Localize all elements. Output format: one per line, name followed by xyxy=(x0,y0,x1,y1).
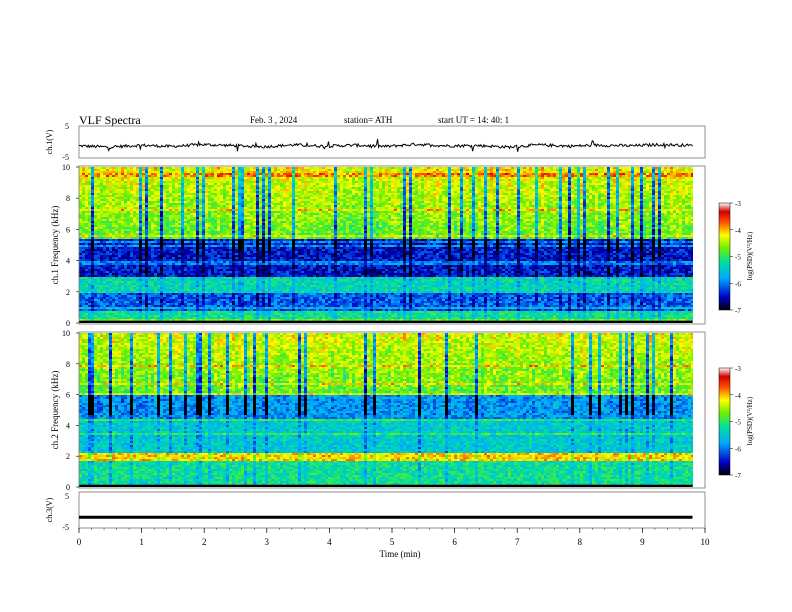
ch1-spectrogram-ylabel: ch.1 Frequency (kHz) xyxy=(50,206,60,285)
ch2-colorbar-ticks: -3 -4 -5 -6 -7 xyxy=(730,365,741,480)
station-label: station= ATH xyxy=(344,115,393,125)
ch3-waveform-ylabel: ch.3(V) xyxy=(45,497,54,522)
ch1-waveform-panel: 5 -5 ch.1(V) xyxy=(45,122,706,162)
ch1-waveform-ylabel: ch.1(V) xyxy=(45,129,54,154)
ch3-ytick-top: 5 xyxy=(65,492,69,501)
colorbar-tick-label: -4 xyxy=(735,392,741,400)
ch1-ytick-bottom: -5 xyxy=(62,153,69,162)
ch1-spectrogram-panel: 0 2 4 6 8 10 ch.1 Frequency (kHz) xyxy=(50,163,706,328)
time-tick-label: 2 xyxy=(202,537,207,547)
colorbar-tick-label: -5 xyxy=(735,254,741,262)
freq-tick-label: 4 xyxy=(66,257,70,266)
time-tick-label: 8 xyxy=(578,537,583,547)
colorbar-tick-label: -7 xyxy=(735,307,741,315)
freq-tick-label: 10 xyxy=(62,329,70,338)
ch2-spectrogram-heatmap xyxy=(79,333,693,487)
time-tick-label: 9 xyxy=(640,537,645,547)
time-tick-label: 7 xyxy=(515,537,520,547)
waveform-line xyxy=(78,138,693,152)
date-label: Feb. 3 , 2024 xyxy=(250,115,298,125)
time-tick-label: 3 xyxy=(265,537,270,547)
time-tick-label: 0 xyxy=(77,537,82,547)
low-frequency-band xyxy=(79,484,693,487)
freq-tick-label: 6 xyxy=(66,225,70,234)
freq-tick-label: 8 xyxy=(66,194,70,203)
time-tick-label: 4 xyxy=(327,537,332,547)
colorbar-tick-label: -6 xyxy=(735,280,741,288)
time-tick-label: 5 xyxy=(390,537,395,547)
ch1-colorbar-ticks: -3 -4 -5 -6 -7 xyxy=(730,200,741,315)
ch1-waveform-series xyxy=(78,138,693,152)
ch3-ytick-bottom: -5 xyxy=(62,523,69,532)
time-axis: 0 1 2 3 4 5 6 7 8 9 10 xyxy=(77,528,710,547)
freq-tick-label: 2 xyxy=(66,288,70,297)
ch2-frequency-ticks: 0 2 4 6 8 10 xyxy=(62,329,79,492)
colorbar-tick-label: -3 xyxy=(735,200,741,208)
freq-tick-label: 10 xyxy=(62,163,70,172)
freq-tick-label: 8 xyxy=(66,360,70,369)
ch1-ytick-top: 5 xyxy=(65,122,69,131)
freq-tick-label: 2 xyxy=(66,452,70,461)
colorbar-tick-label: -6 xyxy=(735,445,741,453)
start-time-label: start UT = 14: 40: 1 xyxy=(438,115,509,125)
low-frequency-band xyxy=(79,320,693,323)
ch1-spectrogram-heatmap xyxy=(79,167,693,323)
ch3-waveform-panel: 5 -5 ch.3(V) xyxy=(45,491,706,532)
ch2-spectrogram-panel: 0 2 4 6 8 10 ch.2 Frequency (kHz) xyxy=(50,329,706,492)
colorbar-tick-label: -7 xyxy=(735,472,741,480)
colorbar-tick-label: -5 xyxy=(735,419,741,427)
ch2-colorbar: -3 -4 -5 -6 -7 log(PSD)(V²/Hz) xyxy=(718,365,754,480)
freq-tick-label: 0 xyxy=(66,483,70,492)
colorbar-tick-label: -4 xyxy=(735,227,741,235)
ch2-spectrogram-ylabel: ch.2 Frequency (kHz) xyxy=(50,371,60,450)
time-tick-label: 10 xyxy=(701,537,711,547)
freq-tick-label: 6 xyxy=(66,391,70,400)
time-tick-label: 1 xyxy=(139,537,144,547)
figure-title: VLF Spectra xyxy=(79,113,141,127)
ch1-colorbar-label: log(PSD)(V²/Hz) xyxy=(746,231,754,280)
ch1-frequency-ticks: 0 2 4 6 8 10 xyxy=(62,163,79,328)
ch2-colorbar-label: log(PSD)(V²/Hz) xyxy=(746,396,754,445)
freq-tick-label: 0 xyxy=(66,319,70,328)
time-tick-label: 6 xyxy=(452,537,457,547)
freq-tick-label: 4 xyxy=(66,421,70,430)
time-axis-label: Time (min) xyxy=(380,549,421,559)
colorbar-tick-label: -3 xyxy=(735,365,741,373)
ch1-colorbar: -3 -4 -5 -6 -7 log(PSD)(V²/Hz) xyxy=(718,200,754,315)
